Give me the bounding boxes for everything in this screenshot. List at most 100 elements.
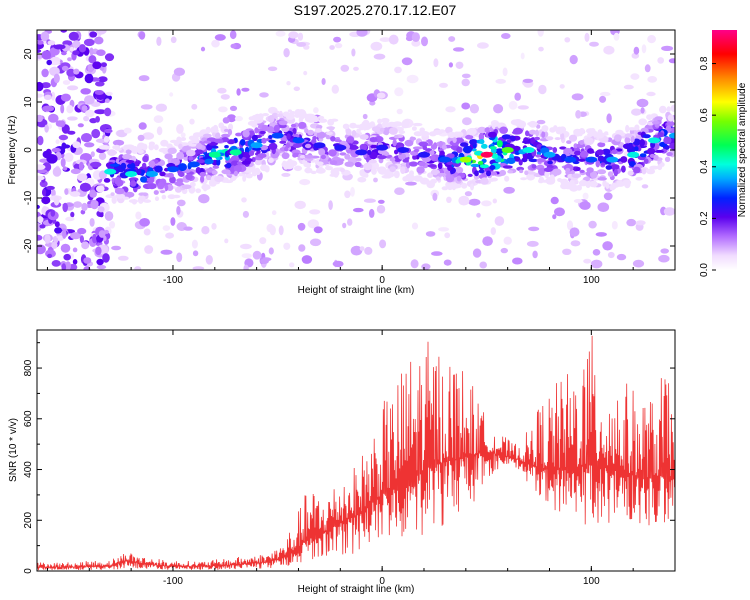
noise-blob <box>353 207 364 213</box>
band-blob <box>212 128 219 133</box>
noise-blob <box>218 106 228 113</box>
band-blob <box>381 119 388 123</box>
band-blob <box>221 169 231 175</box>
band-blob <box>357 176 367 183</box>
noise-blob <box>461 73 471 79</box>
noise-blob <box>633 46 640 55</box>
band-blob <box>619 132 627 137</box>
noise-blob <box>94 109 107 115</box>
noise-blob <box>52 167 62 177</box>
band-blob <box>355 157 362 162</box>
band-blob <box>379 127 385 132</box>
band-blob <box>318 118 328 123</box>
band-blob <box>574 129 584 133</box>
noise-blob <box>241 253 252 259</box>
noise-blob <box>37 169 48 174</box>
noise-blob <box>51 241 58 249</box>
band-blob <box>253 113 262 122</box>
band-blob <box>325 131 333 136</box>
band-blob <box>574 150 582 156</box>
band-blob <box>666 106 671 113</box>
band-blob <box>611 182 617 190</box>
x-tick-label: 0 <box>379 275 385 286</box>
noise-blob <box>340 64 350 72</box>
noise-blob <box>575 110 582 119</box>
noise-blob <box>192 250 199 257</box>
noise-blob <box>139 218 151 227</box>
noise-blob <box>155 103 167 112</box>
band-blob <box>257 153 267 159</box>
noise-blob <box>468 198 481 206</box>
band-blob <box>242 129 250 138</box>
y-tick-label: 20 <box>23 48 34 60</box>
noise-blob <box>376 204 386 214</box>
band-blob <box>288 127 294 132</box>
band-blob <box>242 174 247 182</box>
band-blob <box>239 139 246 146</box>
band-blob <box>554 137 561 141</box>
band-blob <box>654 116 663 120</box>
band-blob <box>326 126 336 130</box>
noise-blob <box>67 57 72 62</box>
ridge-point <box>167 166 179 173</box>
band-blob <box>627 170 634 176</box>
band-blob <box>578 179 588 187</box>
band-blob <box>125 160 135 163</box>
band-blob <box>437 162 443 169</box>
band-blob <box>579 140 584 145</box>
noise-blob <box>67 130 76 135</box>
y-tick-label: -20 <box>23 238 34 253</box>
band-blob <box>227 123 234 131</box>
band-blob <box>525 130 530 137</box>
ridge-point <box>480 151 493 158</box>
ridge-point <box>376 144 389 151</box>
noise-blob <box>169 92 174 97</box>
noise-blob <box>41 82 51 89</box>
band-blob <box>188 156 194 161</box>
noise-blob <box>50 209 56 217</box>
noise-blob <box>307 219 319 229</box>
band-blob <box>477 160 484 165</box>
band-blob <box>141 192 149 197</box>
snr-panel: -100 0 100 0 200 400 600 800 Height of straight… <box>8 329 676 595</box>
noise-blob <box>455 61 464 69</box>
noise-blob <box>66 68 76 77</box>
noise-blob <box>53 73 60 84</box>
noise-blob <box>90 161 102 168</box>
band-blob <box>499 169 507 176</box>
noise-blob <box>240 243 252 250</box>
noise-blob <box>583 258 592 264</box>
colorbar-tick-label: 0.0 <box>699 263 710 277</box>
noise-blob <box>224 238 229 244</box>
noise-blob <box>42 188 47 197</box>
noise-blob <box>268 247 274 255</box>
noise-blob <box>173 67 185 77</box>
band-blob <box>284 146 289 152</box>
band-blob <box>597 177 607 181</box>
band-blob <box>236 161 243 166</box>
band-blob <box>345 128 352 136</box>
noise-blob <box>377 199 385 204</box>
band-blob <box>304 128 309 134</box>
noise-blob <box>72 50 80 56</box>
noise-blob <box>599 91 611 97</box>
noise-blob <box>536 124 541 129</box>
band-blob <box>281 152 290 160</box>
band-blob <box>409 161 418 167</box>
band-blob <box>488 131 497 138</box>
band-blob <box>430 178 438 184</box>
noise-blob <box>538 84 547 95</box>
noise-blob <box>536 119 546 125</box>
noise-blob <box>267 66 278 72</box>
noise-blob <box>112 139 125 146</box>
band-blob <box>136 168 142 176</box>
noise-blob <box>406 74 419 84</box>
band-blob <box>630 135 635 143</box>
noise-blob <box>283 242 291 250</box>
noise-blob <box>67 116 78 121</box>
noise-blob <box>562 248 572 255</box>
band-blob <box>592 180 597 188</box>
band-blob <box>602 148 611 155</box>
noise-blob <box>83 115 90 122</box>
noise-blob <box>342 222 347 229</box>
